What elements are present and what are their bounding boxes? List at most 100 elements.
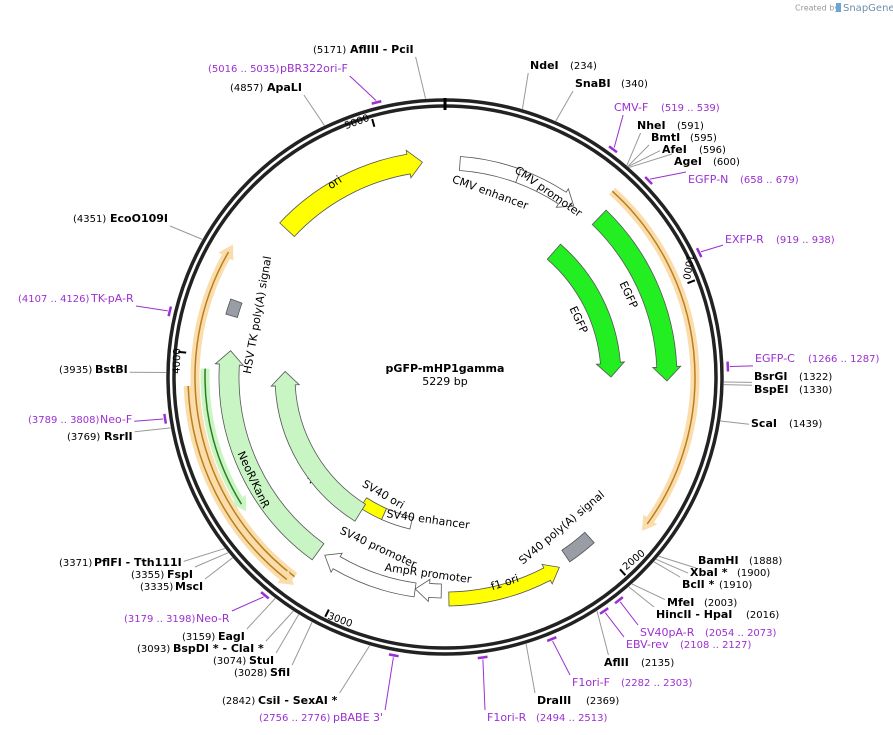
- ring-tick: [619, 568, 627, 576]
- leader-line: [613, 114, 624, 148]
- site-position: (3028): [234, 668, 267, 679]
- site-name: MfeI: [667, 596, 694, 609]
- leader-line: [631, 583, 666, 601]
- site-label: (595) BmtI: [651, 131, 717, 144]
- primer-range: (2054 .. 2073): [705, 628, 777, 639]
- leader-line: [720, 420, 750, 425]
- primer-range: (2282 .. 2303): [621, 678, 693, 689]
- ring-tick-label: 4000: [172, 348, 184, 374]
- map-title: pGFP-mHP1gamma: [386, 362, 505, 375]
- leader-line: [482, 659, 486, 711]
- primer-mark: [163, 413, 168, 424]
- feature-arrow: [546, 243, 626, 378]
- site-position: (1900): [737, 568, 770, 579]
- site-label: (2003) MfeI: [667, 596, 737, 609]
- feature-arrow: [214, 350, 325, 561]
- site-position: (4857): [230, 83, 263, 94]
- primer-range: (658 .. 679): [740, 175, 799, 186]
- site-label: (1900) XbaI *: [690, 566, 770, 579]
- primer-mark: [546, 636, 557, 643]
- feature-underlay: [609, 187, 700, 531]
- leader-line: [626, 132, 642, 166]
- leader-line: [246, 598, 276, 630]
- leader-line: [619, 601, 639, 626]
- ring-tick: [324, 609, 330, 618]
- primer-mark: [371, 100, 382, 105]
- ring-tick: [178, 350, 187, 354]
- site-position: (3159): [182, 632, 215, 643]
- site-position: (234): [570, 61, 597, 72]
- feature-label: SV40 poly(A) signal: [516, 488, 607, 567]
- primer-name: F1ori-R: [487, 711, 527, 724]
- site-label: (600) AgeI: [674, 155, 740, 168]
- site-name: BmtI: [651, 131, 680, 144]
- site-name: SfiI: [270, 666, 290, 679]
- site-label: (3159) EagI: [182, 630, 245, 643]
- site-name: HincII - HpaI: [656, 608, 732, 621]
- primer-mark: [608, 145, 618, 154]
- site-position: (2135): [641, 658, 674, 669]
- leader-line: [134, 427, 171, 433]
- primer-range: (5016 .. 5035): [208, 64, 280, 75]
- site-position: (1330): [799, 385, 832, 396]
- site-name: StuI: [249, 654, 274, 667]
- primer-label: (1266 .. 1287) EGFP-C: [755, 352, 880, 365]
- primer-name: pBR322ori-F: [280, 62, 348, 75]
- leader-line: [723, 384, 753, 386]
- map-length: 5229 bp: [422, 375, 467, 388]
- site-position: (3355): [131, 570, 164, 581]
- site-position: (1439): [789, 419, 822, 430]
- leader-line: [204, 557, 233, 580]
- ring-tick: [371, 118, 376, 128]
- site-name: AflII: [604, 656, 629, 669]
- leader-line: [231, 596, 264, 612]
- primer-range: (2756 .. 2776): [259, 713, 331, 724]
- site-label: (3355) FspI: [131, 568, 193, 581]
- primer-range: (919 .. 938): [776, 235, 835, 246]
- site-label: (5171) AflIII - PciI: [313, 43, 414, 56]
- site-position: (1888): [749, 556, 782, 567]
- primer-range: (4107 .. 4126): [18, 294, 90, 305]
- primer-name: pBABE 3': [333, 711, 383, 724]
- site-name: NheI: [637, 119, 666, 132]
- leader-line: [135, 305, 168, 312]
- site-position: (3335): [140, 582, 173, 593]
- primer-label: (2108 .. 2127) EBV-rev: [626, 638, 752, 651]
- primer-label: (2054 .. 2073) SV40pA-R: [640, 626, 777, 639]
- feature-label: SV40 enhancer: [386, 507, 471, 532]
- site-label: (2016) HincII - HpaI: [656, 608, 779, 621]
- site-name: EcoO109I: [110, 212, 168, 225]
- primer-label: (2494 .. 2513) F1ori-R: [487, 711, 608, 724]
- feature-arrow: [561, 531, 595, 563]
- leader-line: [655, 558, 689, 574]
- feature-arrow: [270, 370, 367, 522]
- leader-line: [658, 555, 697, 569]
- logo-icon: [836, 3, 841, 12]
- site-position: (340): [621, 79, 648, 90]
- feature-label: CMV promoter: [512, 164, 585, 220]
- site-position: (4351): [73, 214, 106, 225]
- ring-tick-label: 1000: [680, 253, 695, 280]
- feature-arrow: [515, 168, 575, 208]
- leader-line: [291, 622, 313, 666]
- primer-range: (1266 .. 1287): [808, 354, 880, 365]
- site-label: (1888) BamHI: [698, 554, 782, 567]
- primer-name: F1ori-F: [572, 676, 610, 689]
- leader-line: [700, 244, 724, 253]
- leader-line: [596, 610, 609, 656]
- site-name: CsiI - SexAI *: [258, 694, 338, 707]
- leader-line: [552, 640, 571, 676]
- site-name: AflIII - PciI: [350, 43, 414, 56]
- site-name: AfeI: [662, 143, 687, 156]
- ring-tick-label: 5000: [343, 113, 371, 132]
- primer-mark: [599, 607, 609, 615]
- site-position: (2369): [586, 696, 619, 707]
- primer-label: (5016 .. 5035) pBR322ori-F: [208, 62, 348, 75]
- feature-arrow: [359, 497, 387, 521]
- site-position: (2842): [222, 696, 255, 707]
- site-label: (3769) RsrII: [67, 430, 133, 443]
- primer-mark: [388, 653, 399, 658]
- site-position: (3769): [67, 432, 100, 443]
